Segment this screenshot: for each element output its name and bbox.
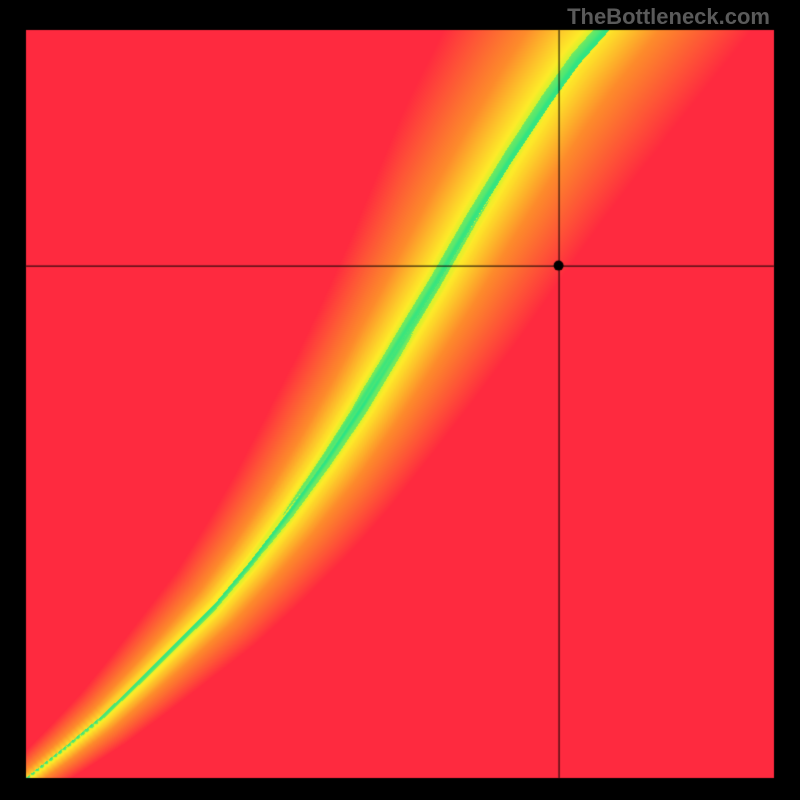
chart-container: TheBottleneck.com <box>0 0 800 800</box>
watermark-text: TheBottleneck.com <box>567 4 770 30</box>
crosshair-overlay-canvas <box>0 0 800 800</box>
